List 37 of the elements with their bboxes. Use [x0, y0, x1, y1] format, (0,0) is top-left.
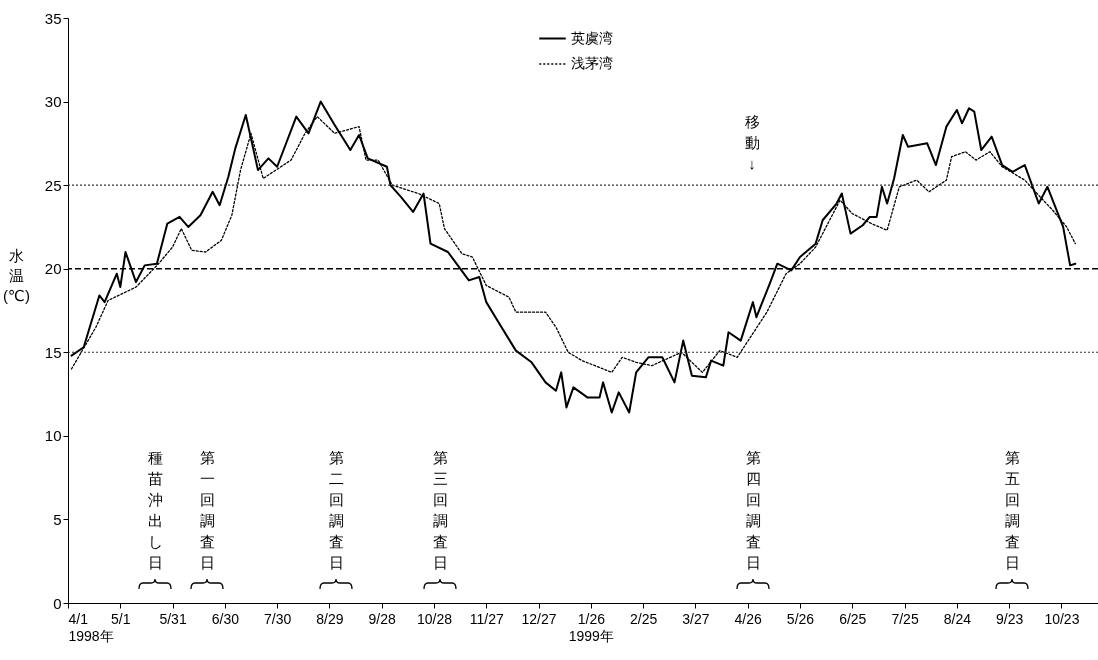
annotation: 移動↓	[744, 113, 760, 172]
x-tick-label: 10/23	[1044, 610, 1080, 627]
x-tick-label: 8/29	[316, 610, 344, 627]
x-tick-label: 11/27	[469, 610, 504, 627]
legend-label: 浅茅湾	[571, 55, 613, 71]
x-tick-label: 12/27	[521, 610, 557, 627]
x-tick-label: 2/25	[630, 610, 658, 627]
annotation: 第一回調査日	[199, 449, 215, 571]
y-tick-label: 0	[53, 594, 62, 612]
x-tick-label: 10/28	[416, 610, 453, 627]
y-tick-label: 20	[44, 260, 62, 278]
annotation: 第三回調査日	[432, 449, 448, 571]
annotation: 第四回調査日	[745, 449, 761, 571]
y-tick-label: 35	[44, 9, 62, 27]
x-tick-label: 3/27	[682, 610, 710, 627]
x-tick-label: 5/1	[111, 610, 131, 627]
y-axis-title: 水温(℃)	[3, 246, 30, 304]
x-tick-label: 5/31	[159, 610, 187, 627]
x-tick-label: 1/26 1999年	[568, 610, 614, 644]
x-tick-label: 6/25	[839, 610, 867, 627]
y-tick-label: 5	[53, 510, 62, 528]
x-tick-label: 6/30	[211, 610, 240, 627]
y-tick-label: 25	[44, 176, 62, 194]
y-tick-label: 15	[44, 343, 62, 361]
y-tick-label: 30	[44, 93, 62, 111]
x-tick-label: 5/26	[786, 610, 815, 627]
x-tick-label: 7/30	[264, 610, 292, 627]
annotation: 種苗沖出し日	[147, 449, 163, 571]
x-tick-label: 9/28	[368, 610, 397, 627]
x-tick-label: 9/23	[995, 610, 1024, 627]
x-tick-label: 4/26	[734, 610, 763, 627]
x-tick-label: 7/25	[891, 610, 919, 627]
annotation: 第五回調査日	[1004, 449, 1020, 571]
y-tick-label: 10	[44, 427, 62, 445]
x-tick-label: 8/24	[943, 610, 972, 627]
legend-label: 英虞湾	[571, 29, 613, 46]
annotation: 第二回調査日	[328, 449, 344, 571]
